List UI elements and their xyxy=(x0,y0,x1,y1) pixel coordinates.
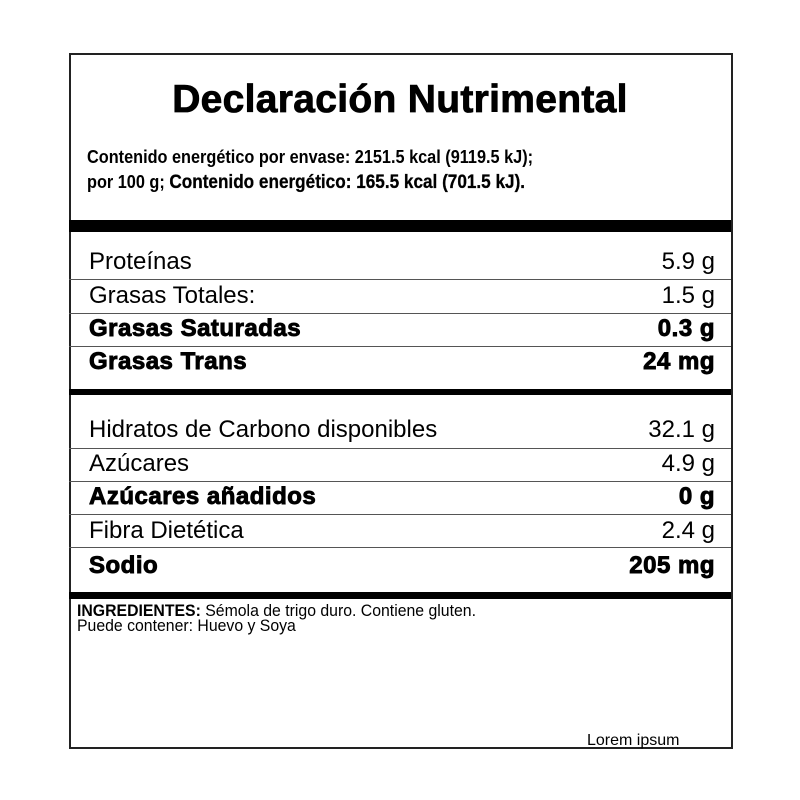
label-title: Declaración Nutrimental xyxy=(172,78,628,122)
nutrition-label-frame xyxy=(69,53,733,749)
nutrient-label: Proteínas xyxy=(89,248,192,275)
nutrient-row: Azúcares añadidos 0 g xyxy=(89,482,715,512)
nutrient-value: 24 mg xyxy=(643,348,715,376)
nutrient-label: Hidratos de Carbono disponibles xyxy=(89,416,438,443)
row-divider xyxy=(69,547,731,548)
nutrient-value: 0.3 g xyxy=(657,315,715,343)
row-divider xyxy=(69,313,731,314)
allergen-note: Puede contener: Huevo y Soya xyxy=(77,616,296,635)
nutrient-value: 5.9 g xyxy=(661,248,715,275)
footer-text: Lorem ipsum xyxy=(587,732,680,749)
row-divider xyxy=(69,481,731,482)
ingredients: INGREDIENTES: Sémola de trigo duro. Cont… xyxy=(77,601,476,635)
nutrient-label: Fibra Dietética xyxy=(89,517,244,544)
nutrient-value: 1.5 g xyxy=(661,282,715,309)
nutrient-label: Grasas Trans xyxy=(89,348,248,376)
nutrient-row: Azúcares 4.9 g xyxy=(89,449,715,479)
nutrient-row: Fibra Dietética 2.4 g xyxy=(89,516,715,546)
nutrient-label: Sodio xyxy=(89,552,159,580)
row-divider xyxy=(69,279,731,280)
nutrient-label: Grasas Saturadas xyxy=(89,315,302,343)
nutrient-row: Hidratos de Carbono disponibles 32.1 g xyxy=(89,415,715,445)
nutrient-value: 205 mg xyxy=(629,552,715,580)
nutrient-label: Azúcares añadidos xyxy=(89,483,317,511)
nutrient-value: 32.1 g xyxy=(648,416,715,443)
nutrient-row: Grasas Saturadas 0.3 g xyxy=(89,314,715,344)
divider-thick xyxy=(69,389,731,395)
divider-thick xyxy=(69,592,731,599)
energy-per-100g: Contenido energético: 165.5 kcal (701.5 … xyxy=(169,171,526,193)
nutrient-row: Grasas Trans 24 mg xyxy=(89,347,715,377)
nutrient-value: 0 g xyxy=(678,483,715,511)
ingredients-heading: INGREDIENTES: xyxy=(77,601,201,620)
energy-content: Contenido energético por envase: 2151.5 … xyxy=(87,144,533,195)
nutrient-row: Sodio 205 mg xyxy=(89,551,715,581)
row-divider xyxy=(69,514,731,515)
nutrient-row: Proteínas 5.9 g xyxy=(89,247,715,277)
nutrient-value: 4.9 g xyxy=(661,450,715,477)
energy-per-package: Contenido energético por envase: 2151.5 … xyxy=(87,146,534,167)
divider-thick xyxy=(69,220,731,232)
nutrient-row: Grasas Totales: 1.5 g xyxy=(89,281,715,311)
nutrient-label: Grasas Totales: xyxy=(89,282,256,309)
nutrient-value: 2.4 g xyxy=(661,517,715,544)
row-divider xyxy=(69,448,731,449)
energy-per-100g-prefix: por 100 g; xyxy=(87,171,165,192)
row-divider xyxy=(69,346,731,347)
ingredients-text: Sémola de trigo duro. Contiene gluten. xyxy=(200,601,476,620)
nutrient-label: Azúcares xyxy=(89,450,190,477)
